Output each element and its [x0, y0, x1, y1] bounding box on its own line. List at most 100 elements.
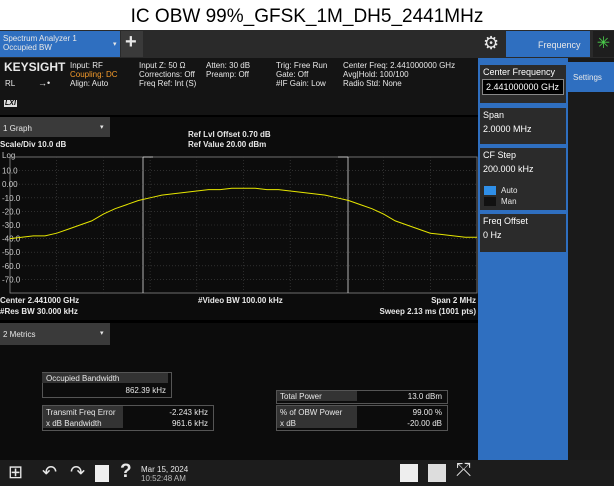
res-bw: #Res BW 30.000 kHz — [0, 307, 78, 316]
tab-line1: Spectrum Analyzer 1 — [3, 34, 77, 43]
taskbar — [0, 460, 614, 486]
obw-markers — [142, 156, 349, 293]
ref-offset: Ref Lvl Offset 0.70 dB — [188, 130, 271, 139]
trace — [9, 187, 477, 240]
menu-label: Frequency — [538, 40, 581, 50]
info-item: Coupling: DC — [70, 70, 118, 79]
info-item: Input Z: 50 Ω — [139, 61, 186, 70]
scale: Scale/Div 10.0 dB — [0, 140, 67, 149]
graph-window — [0, 117, 478, 320]
spectrum-plot: 10.0 0.00 -10.0 -20.0 -30.0 -40.0 -50.0 -60.0 -7… — [2, 156, 478, 294]
softkey[interactable]: Freq Offset 0 Hz — [480, 214, 566, 252]
ref-value: Ref Value 20.00 dBm — [188, 140, 267, 149]
help-icon[interactable]: ? — [120, 461, 132, 482]
tab-column — [568, 58, 614, 460]
window-icon[interactable] — [428, 464, 446, 482]
metric-value: -2.243 kHz — [169, 408, 208, 417]
info-item: Center Freq: 2.441000000 GHz — [343, 61, 456, 70]
softkey-value: 2.0000 MHz — [483, 124, 532, 134]
time: 10:52:48 AM — [141, 474, 186, 483]
video-bw: #Video BW 100.00 kHz — [198, 296, 283, 305]
metric-box — [276, 405, 448, 431]
keypad-icon[interactable] — [400, 464, 418, 482]
info-item: Freq Ref: Int (S) — [139, 79, 197, 88]
metric-value: -20.00 dB — [407, 419, 442, 428]
redo-icon[interactable]: ↷ — [70, 462, 86, 482]
status-icon[interactable]: ✳ — [593, 31, 614, 57]
metrics-tab[interactable] — [0, 323, 110, 345]
graph-header: 1 Graph — [3, 124, 32, 133]
info-item: #IF Gain: Low — [276, 79, 326, 88]
auto-indicator — [484, 186, 496, 195]
softkey-label: CF Step — [483, 150, 517, 160]
softkey-value: 200.000 kHz — [483, 164, 534, 174]
y-tick-label: -20.0 — [2, 207, 21, 216]
metric-label: % of OBW Power — [280, 408, 343, 417]
metrics-window — [0, 323, 478, 460]
tab-line2: Occupied BW — [3, 43, 52, 52]
info-item: Atten: 30 dB — [206, 61, 251, 70]
settings-label: Settings — [573, 73, 602, 82]
metric-label-bg — [277, 406, 357, 428]
add-label: + — [125, 31, 137, 53]
undo-icon[interactable]: ↶ — [42, 462, 58, 482]
fullscreen-icon[interactable]: ⤧ — [456, 460, 472, 481]
info-item: Gate: Off — [276, 70, 309, 79]
y-tick-label: -50.0 — [2, 248, 21, 257]
analyzer-tab[interactable] — [0, 31, 120, 57]
y-tick-label: -40.0 — [2, 235, 21, 244]
center-freq: Center 2.441000 GHz — [0, 296, 80, 305]
metric-value: 13.0 dBm — [407, 392, 442, 401]
softkey-label: Freq Offset — [483, 216, 528, 226]
softkey[interactable]: Center Frequency 2.441000000 GHz — [480, 65, 566, 103]
metric-label: Transmit Freq Error — [46, 408, 116, 417]
y-tick-label: -60.0 — [2, 262, 21, 271]
softkey[interactable]: Span 2.0000 MHz — [480, 108, 566, 144]
metric-label-bg — [277, 391, 357, 401]
metric-box — [42, 372, 172, 398]
metric-label: x dB — [280, 419, 297, 428]
man-label: Man — [501, 197, 517, 206]
metric-box — [42, 405, 214, 431]
metric-value: 99.00 % — [412, 408, 442, 417]
title: IC OBW 99%_GFSK_1M_DH5_2441MHz — [130, 6, 484, 27]
info-item: Avg|Hold: 100/100 — [343, 70, 409, 79]
y-tick-label: -70.0 — [2, 275, 21, 284]
metric-value: 961.6 kHz — [171, 419, 208, 428]
menu-tab[interactable] — [506, 31, 590, 57]
tab-arrow: ▾ — [113, 41, 117, 48]
metric-label-bg — [43, 406, 123, 428]
title-bar — [0, 0, 614, 30]
file-icon[interactable] — [95, 465, 109, 482]
info-item: Trig: Free Run — [276, 61, 328, 70]
softkey-label: Center Frequency — [483, 67, 556, 77]
metrics-tab-arrow: ▾ — [100, 330, 104, 337]
y-tick-label: 10.0 — [2, 167, 18, 176]
graph-tab-arrow: ▾ — [100, 124, 104, 131]
man-indicator — [484, 197, 496, 206]
info-item: Input: RF — [70, 61, 103, 70]
softkey-value: 0 Hz — [483, 230, 502, 240]
rl-arrow: →• — [38, 78, 51, 88]
graph-tab[interactable] — [0, 117, 110, 137]
lxi: LXI — [4, 100, 17, 107]
windows-icon[interactable]: ⊞ — [8, 462, 24, 482]
metric-label: Total Power — [280, 392, 322, 401]
metric-value: 862.39 kHz — [125, 386, 166, 395]
add-button[interactable] — [121, 31, 143, 57]
y-tick-label: 0.00 — [2, 180, 18, 189]
metrics-header: 2 Metrics — [3, 330, 36, 339]
brand: KEYSIGHT — [4, 60, 66, 74]
span: Span 2 MHz — [431, 296, 476, 305]
sweep: Sweep 2.13 ms (1001 pts) — [379, 307, 477, 316]
auto-label: Auto — [501, 186, 518, 195]
log: Log — [2, 151, 16, 160]
gear-icon[interactable]: ⚙ — [483, 33, 500, 53]
date: Mar 15, 2024 — [141, 465, 189, 474]
y-tick-label: -10.0 — [2, 194, 21, 203]
info-item: Preamp: Off — [206, 70, 249, 79]
metric-label: Occupied Bandwidth — [46, 374, 120, 383]
info-item: Corrections: Off — [139, 70, 195, 79]
settings-tab[interactable] — [568, 62, 614, 92]
